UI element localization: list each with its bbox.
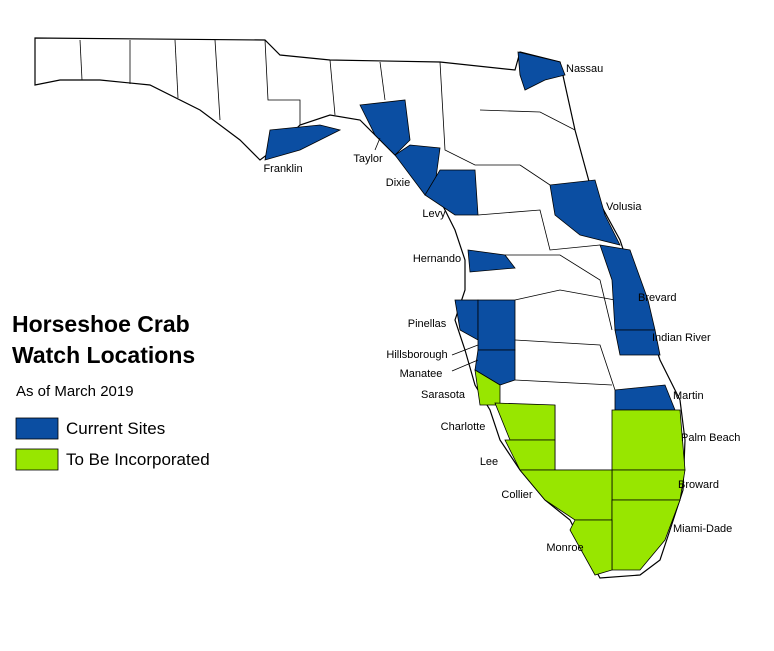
county [519, 469, 613, 521]
legend-swatch [15, 448, 59, 471]
county-label: Hernando [413, 253, 461, 265]
county-label: Charlotte [441, 421, 486, 433]
county [359, 99, 411, 156]
county-label: Pinellas [408, 318, 447, 330]
legend-title: Watch Locations [12, 342, 195, 368]
leader-lines [374, 137, 479, 372]
county-label: Sarasota [421, 389, 466, 401]
county-label: Levy [422, 208, 446, 220]
county-label: Volusia [606, 201, 642, 213]
county-label: Nassau [566, 63, 603, 75]
county [614, 329, 661, 356]
county [549, 179, 621, 246]
county [614, 384, 676, 411]
legend-swatch [15, 417, 59, 440]
county [467, 249, 516, 273]
county [517, 51, 566, 91]
county-label: Miami-Dade [673, 523, 732, 535]
county [611, 409, 686, 471]
county [569, 519, 613, 576]
county-label: Dixie [386, 177, 410, 189]
legend-label: To Be Incorporated [66, 450, 210, 469]
county [264, 124, 342, 161]
county-label: Taylor [353, 153, 383, 165]
county [474, 349, 516, 386]
county-label: Collier [501, 489, 533, 501]
county-label: Martin [673, 390, 704, 402]
legend-label: Current Sites [66, 419, 165, 438]
legend-title: Horseshoe Crab [12, 311, 190, 337]
county-label: Monroe [546, 542, 583, 554]
county [611, 499, 681, 571]
county [504, 439, 556, 471]
county-label: Palm Beach [681, 432, 740, 444]
county-label: Broward [678, 479, 719, 491]
legend-subtitle: As of March 2019 [16, 383, 134, 400]
county [611, 469, 686, 501]
county-label: Brevard [638, 292, 677, 304]
county-label: Indian River [652, 332, 711, 344]
county [394, 144, 441, 196]
county-label: Lee [480, 456, 498, 468]
county [424, 169, 479, 216]
county-label: Hillsborough [386, 349, 447, 361]
county-label: Franklin [263, 163, 302, 175]
county [454, 299, 479, 341]
county [477, 299, 516, 351]
county-label: Manatee [400, 368, 443, 380]
